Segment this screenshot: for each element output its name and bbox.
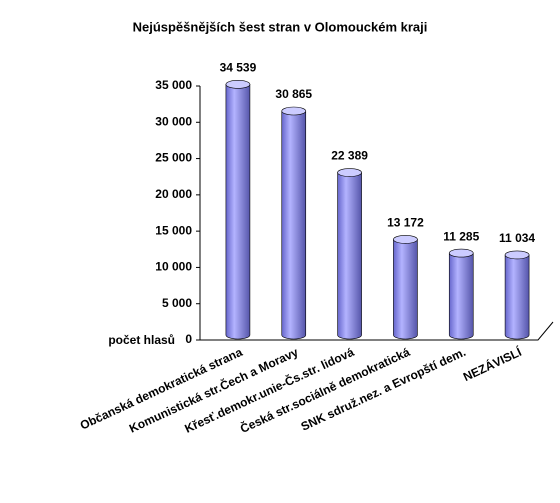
bar [337,168,362,340]
bar-body [225,84,251,340]
bar-body [504,254,530,340]
y-tick-label: 5 000 [162,296,192,310]
value-label: 13 172 [387,216,424,230]
bar-body [393,239,418,340]
bar-body [448,252,474,340]
value-label: 11 034 [499,231,535,245]
axis-label: počet hlasů [108,333,175,347]
y-tick-label: 25 000 [155,151,192,165]
bar-top [448,248,474,258]
y-tick-label: 30 000 [155,114,192,128]
bar-top [504,250,530,260]
value-label: 30 865 [275,87,312,101]
bar-body [281,110,307,340]
y-tick-label: 10 000 [155,260,192,274]
bar-top [337,168,362,177]
value-label: 34 539 [220,61,257,75]
x-axis [200,321,554,341]
bar-top [281,106,307,116]
y-tick-label: 20 000 [155,187,192,201]
bar [504,250,530,340]
value-label: 11 285 [443,229,479,243]
chart-title: Nejúspěšnějších šest stran v Olomouckém … [133,19,428,34]
y-tick-label: 0 [185,332,192,346]
bar [448,248,474,340]
bar-top [225,80,251,89]
bar [225,80,251,340]
bar [281,106,307,340]
y-tick-label: 15 000 [155,223,192,237]
x-tick-label: NEZÁVISLÍ [461,344,525,384]
bar-body [337,172,362,340]
bar-top [393,235,418,244]
bar [393,235,418,340]
y-tick-label: 35 000 [155,78,192,92]
value-label: 22 389 [331,149,368,163]
